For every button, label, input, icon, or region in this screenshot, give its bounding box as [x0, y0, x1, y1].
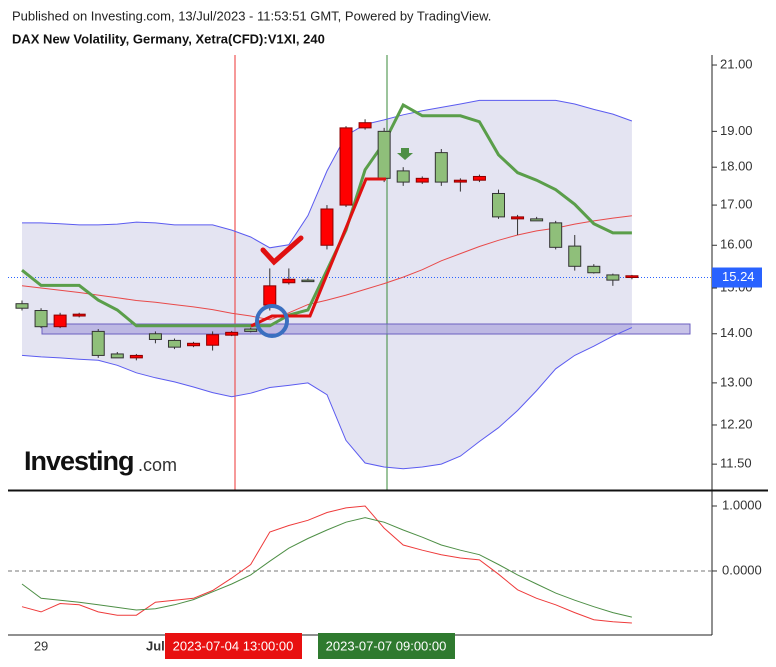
candle-body [206, 334, 220, 346]
candle-body [396, 170, 410, 183]
candle-body [301, 279, 315, 283]
y-tick-label: 18.00 [720, 159, 753, 174]
indicator-line [21, 102, 632, 328]
support-zone [41, 323, 691, 335]
candle-body [453, 179, 467, 183]
indicator-line [21, 327, 633, 470]
candle-body [434, 152, 448, 183]
candle-body [587, 265, 601, 274]
candle-body [15, 303, 29, 309]
candle-body [167, 339, 181, 348]
y-tick-label: 17.00 [720, 197, 753, 212]
candle-body [187, 342, 201, 347]
candle-body [263, 285, 277, 306]
candle-body [511, 216, 525, 220]
oscillator-line [21, 517, 633, 618]
candle-body [34, 310, 48, 328]
last-value-label: 15.24 [722, 269, 755, 284]
y-tick-label: 12.20 [720, 416, 753, 431]
down-arrow [397, 148, 413, 160]
candle-body [358, 122, 372, 129]
indicator-line [21, 215, 632, 321]
axis-layer: 11.5012.2013.0014.0015.0016.0017.0018.00… [34, 56, 762, 653]
candle-body [91, 330, 105, 356]
y-tick-label: 21.00 [720, 56, 753, 71]
oscillator-layer [8, 505, 712, 624]
oscillator-line [21, 505, 632, 624]
candle-body [225, 331, 239, 336]
candle-body [606, 274, 620, 281]
candle-body [530, 218, 544, 222]
watermark-suffix: .com [138, 455, 177, 475]
candle-body [377, 130, 391, 179]
x-tick-label: 29 [34, 638, 48, 653]
crosshair-label-box [318, 633, 455, 659]
y-tick-label: 0.0000 [722, 562, 762, 577]
crosshair-label: 2023-07-07 09:00:00 [326, 638, 447, 653]
y-tick-label: 19.00 [720, 123, 753, 138]
candle-body [415, 177, 429, 183]
candle-body [72, 313, 86, 317]
y-tick-label: 16.00 [720, 237, 753, 252]
candle-body [110, 353, 124, 359]
crosshair-label-box [165, 633, 302, 659]
candle-body [148, 333, 162, 340]
candle-body [244, 328, 258, 332]
crosshair-label: 2023-07-04 13:00:00 [173, 638, 294, 653]
candle-body [472, 175, 486, 181]
x-tick-label: Jul [146, 638, 165, 653]
candle-body [282, 278, 296, 284]
chart-title: DAX New Volatility, Germany, Xetra(CFD):… [12, 31, 325, 46]
y-tick-label: 11.50 [720, 456, 752, 471]
indicator-line [22, 99, 633, 249]
y-tick-label: 1.0000 [722, 497, 762, 512]
published-note: Published on Investing.com, 13/Jul/2023 … [12, 8, 491, 23]
band-fill [22, 100, 632, 469]
candle-body [568, 245, 582, 267]
highlight-circle [255, 304, 289, 338]
candle-body [339, 127, 353, 206]
candle-body [53, 314, 67, 328]
candle-layer [15, 119, 639, 361]
check-mark [260, 235, 304, 266]
watermark: Investing [24, 446, 134, 476]
candle-body [320, 208, 334, 246]
annotation-line [250, 177, 386, 328]
candle-body [129, 354, 143, 359]
line-layer [21, 99, 633, 470]
candle-body [625, 275, 639, 279]
y-tick-label: 14.00 [720, 325, 753, 340]
last-value-box [712, 267, 762, 288]
candle-body [549, 222, 563, 248]
y-tick-label: 13.00 [720, 374, 753, 389]
candle-body [492, 192, 505, 218]
band-layer [22, 100, 632, 469]
